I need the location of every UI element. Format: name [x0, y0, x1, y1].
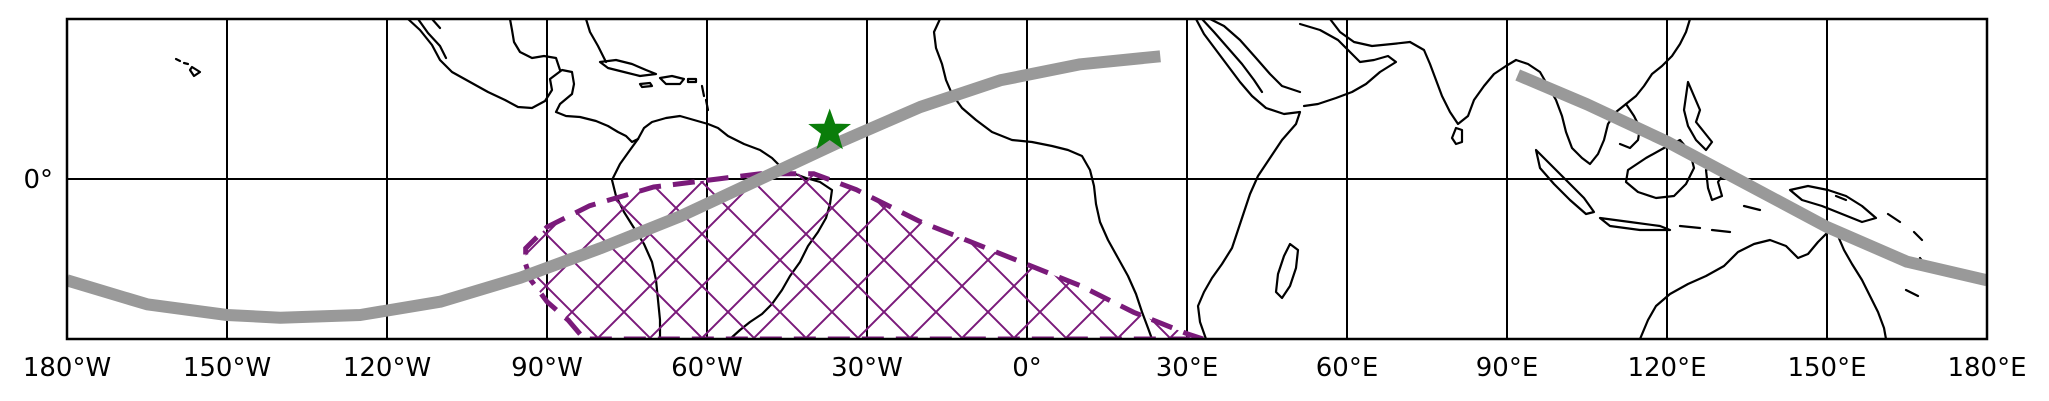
- x-tick-label: 150°W: [183, 353, 271, 383]
- y-tick-label: 0°: [23, 165, 53, 195]
- coastline-lesser-antilles: [700, 84, 710, 112]
- coastline-baja: [416, 19, 448, 60]
- coastline-india: [1408, 40, 1518, 126]
- x-tick-label: 180°E: [1947, 353, 2026, 383]
- x-tick-label: 90°E: [1476, 353, 1539, 383]
- gridlines: [67, 19, 1987, 339]
- coastline-sri-lanka: [1450, 126, 1464, 146]
- x-tick-label: 0°: [1012, 353, 1042, 383]
- coastline-jamaica: [638, 81, 654, 89]
- coastline-java: [1598, 216, 1672, 232]
- x-tick-label: 180°W: [23, 353, 111, 383]
- x-tick-label: 90°W: [511, 353, 583, 383]
- x-tick-label: 120°W: [343, 353, 431, 383]
- ground-track: [67, 50, 1987, 324]
- x-axis-tick-labels: 180°W 150°W 120°W 90°W 60°W 30°W 0° 30°E 60°E 90°…: [23, 353, 2027, 383]
- star-marker-icon: [808, 108, 852, 150]
- coverage-region-boundary: [523, 171, 1204, 339]
- y-axis-tick-labels: 0°: [23, 165, 53, 195]
- coastline-gulf: [508, 19, 562, 72]
- coastline-australia: [1638, 230, 1888, 339]
- ground-track-segment: [67, 50, 1161, 324]
- coastline-pacific-islands: [1886, 212, 1928, 298]
- coastline-africa: [932, 19, 1154, 339]
- coastline-cuba: [598, 58, 658, 78]
- plot-frame: [65, 17, 1989, 341]
- x-tick-label: 120°E: [1627, 353, 1706, 383]
- coastline-puerto-rico: [686, 77, 698, 84]
- x-tick-label: 150°E: [1787, 353, 1866, 383]
- coastline-indonesia-small: [1678, 194, 1848, 234]
- coastline-red-sea: [1200, 19, 1302, 94]
- x-tick-label: 30°E: [1156, 353, 1219, 383]
- ground-track-segment: [1515, 69, 1987, 287]
- x-tick-label: 60°E: [1316, 353, 1379, 383]
- coastline-north-america: [406, 19, 640, 144]
- coastline-madagascar: [1274, 242, 1300, 300]
- coastline-hispaniola: [658, 74, 686, 86]
- coastline-persia: [1328, 19, 1412, 48]
- coastline-africa-east: [1194, 19, 1302, 339]
- coastline-florida: [584, 19, 608, 64]
- x-tick-label: 60°W: [671, 353, 743, 383]
- coastline-borneo: [1624, 138, 1696, 200]
- coastline-sumatra: [1534, 148, 1596, 216]
- coastline-hawaii: [174, 57, 202, 78]
- position-marker: [808, 108, 852, 150]
- coastline-philippines: [1682, 80, 1714, 152]
- x-tick-label: 30°W: [831, 353, 903, 383]
- coastline-arabia: [1298, 22, 1398, 108]
- coastline-new-guinea: [1788, 184, 1878, 224]
